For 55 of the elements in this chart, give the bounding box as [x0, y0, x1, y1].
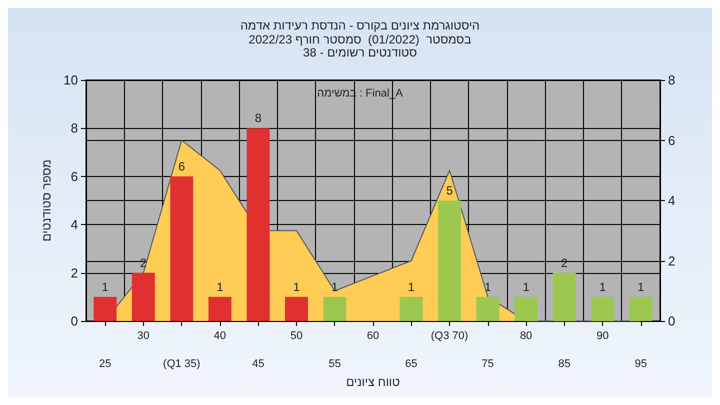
data-label: 1: [484, 280, 492, 294]
data-label: 1: [599, 280, 606, 294]
bar: [438, 200, 462, 321]
x-tick-label: 80: [520, 330, 532, 342]
bar: [629, 296, 652, 321]
data-label: 1: [293, 280, 300, 294]
bar: [284, 296, 308, 321]
x-tick-label: 60: [366, 330, 380, 342]
y-tick-label: 0: [70, 314, 78, 328]
y-tick-label: 2: [70, 265, 78, 280]
x-tick-label: 75: [482, 358, 494, 370]
bar: [132, 272, 155, 321]
data-label: 1: [522, 280, 530, 294]
x-tick-label: 40: [214, 330, 226, 342]
chart-title: היסטוגרמת ציונים בקורס - הנדסת רעידות אדמה: [240, 18, 480, 32]
y2-tick-label: 2: [668, 253, 676, 268]
x-tick-label: (Q3 70): [430, 330, 468, 342]
data-label: 1: [102, 280, 109, 294]
y-tick-label: 8: [70, 120, 78, 136]
x-tick-label: 45: [252, 358, 264, 370]
bar: [246, 128, 270, 321]
x-tick-label: 55: [328, 358, 341, 370]
y2-tick-label: 0: [668, 314, 676, 328]
bar: [170, 176, 194, 321]
y2-tick-label: 4: [668, 193, 676, 208]
x-tick-label: 85: [558, 358, 570, 370]
bar: [400, 296, 423, 321]
x-axis-title: טווח ציונים: [346, 374, 400, 389]
bar: [94, 296, 117, 321]
x-tick-label: 65: [405, 358, 418, 370]
y-axis-title: מספר סטודנטים: [40, 159, 54, 242]
bar: [514, 296, 538, 321]
y2-tick-label: 8: [668, 72, 676, 88]
chart-subtitle: בסמסטר (01/2022) סמסטר חורף 2022/23 סטודנטים רשומים - 38: [248, 32, 472, 60]
data-label: 5: [446, 184, 454, 198]
data-label: 1: [216, 280, 224, 294]
x-tick-label: 30: [137, 330, 150, 342]
data-label: 8: [254, 111, 262, 126]
x-tick-label: (Q1 35): [163, 358, 200, 370]
bar: [476, 296, 500, 321]
bar: [208, 296, 232, 321]
x-tick-label: 25: [99, 358, 112, 370]
data-label: 6: [178, 159, 186, 174]
y-tick-label: 4: [70, 217, 78, 232]
y-tick-label: 10: [64, 72, 78, 88]
bar: [552, 272, 576, 321]
bar: [591, 296, 614, 321]
data-label: 1: [408, 280, 415, 294]
x-tick-label: 50: [290, 330, 303, 342]
data-label: 1: [638, 280, 645, 294]
bar: [323, 296, 346, 321]
y2-tick-label: 6: [668, 132, 676, 148]
x-tick-label: 90: [596, 330, 609, 342]
y-tick-label: 6: [70, 168, 78, 184]
x-tick-label: 95: [634, 358, 647, 370]
